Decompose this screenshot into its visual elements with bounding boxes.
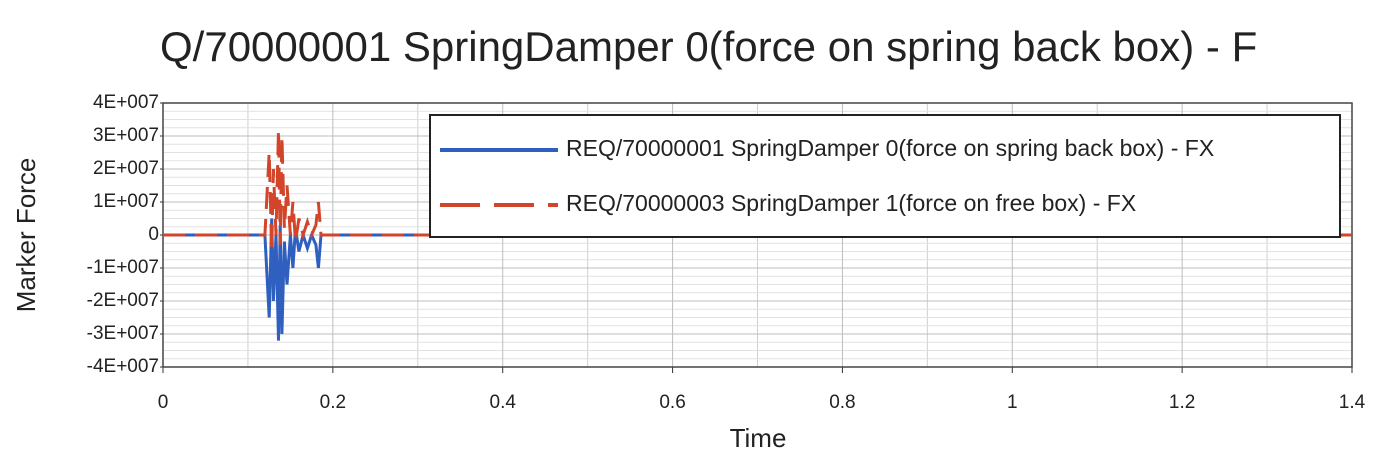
legend-label: REQ/70000003 SpringDamper 1(force on fre… (566, 190, 1136, 216)
x-tick-label: 0.4 (490, 392, 517, 413)
x-tick-label: 1 (1007, 392, 1018, 413)
legend-box (429, 114, 1341, 238)
x-tick-label: 1.4 (1339, 392, 1366, 413)
x-axis-label: Time (730, 423, 787, 453)
y-tick-label: 0 (148, 224, 159, 245)
y-tick-label: 3E+007 (93, 125, 159, 146)
x-tick-label: 0.8 (829, 392, 855, 413)
y-axis-label: Marker Force (11, 158, 41, 313)
legend-label: REQ/70000001 SpringDamper 0(force on spr… (566, 135, 1214, 161)
x-tick-label: 0.2 (320, 392, 346, 413)
y-tick-label: -2E+007 (87, 290, 159, 311)
y-tick-label: -1E+007 (87, 257, 159, 278)
y-tick-label: 2E+007 (93, 158, 159, 179)
y-tick-label: -4E+007 (87, 356, 159, 377)
y-tick-label: 1E+007 (93, 191, 159, 212)
chart-title: Q/70000001 SpringDamper 0(force on sprin… (160, 23, 1257, 70)
series-line (163, 129, 1352, 252)
y-tick-label: -3E+007 (87, 323, 159, 344)
x-tick-label: 0.6 (659, 392, 685, 413)
x-tick-label: 1.2 (1169, 392, 1195, 413)
x-tick-label: 0 (158, 392, 169, 413)
y-tick-label: 4E+007 (93, 92, 159, 113)
